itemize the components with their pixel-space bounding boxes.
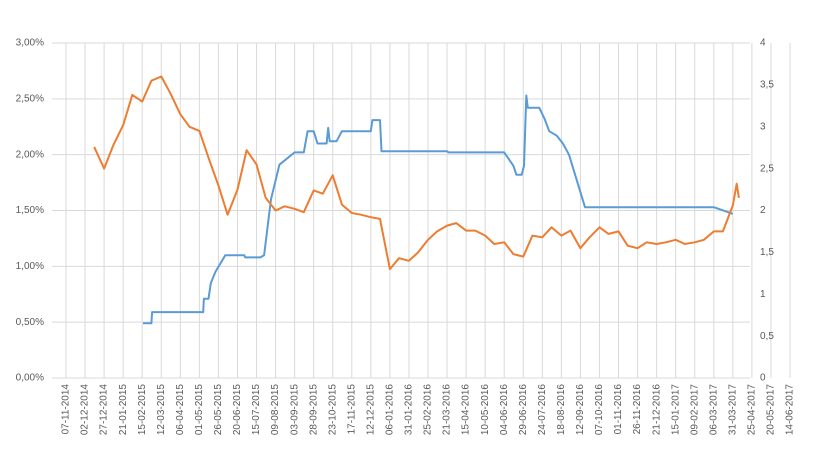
series-line <box>143 94 734 325</box>
x-tick-label: 12-03-2015 <box>156 384 167 436</box>
x-tick-label: 07-10-2016 <box>594 384 605 436</box>
x-tick-label: 25-02-2016 <box>423 384 434 436</box>
x-tick-label: 09-02-2017 <box>689 384 700 436</box>
x-tick-label: 26-11-2016 <box>632 384 643 435</box>
x-tick-label: 09-08-2015 <box>270 384 281 436</box>
x-tick-label: 20-06-2015 <box>232 384 243 436</box>
x-tick-label: 21-01-2015 <box>118 384 129 436</box>
y-tick-label: 1,00% <box>16 261 44 272</box>
y2-tick-label: 1 <box>760 289 766 300</box>
x-tick-label: 12-12-2015 <box>365 384 376 436</box>
x-tick-label: 02-12-2014 <box>80 384 91 436</box>
x-tick-label: 20-05-2017 <box>766 384 777 436</box>
x-tick-label: 04-06-2016 <box>499 384 510 436</box>
x-tick-label: 01-11-2016 <box>613 384 624 435</box>
x-tick-label: 31-03-2017 <box>727 384 738 436</box>
x-tick-label: 03-09-2015 <box>289 384 300 436</box>
y-tick-label: 2,50% <box>16 93 44 104</box>
y-tick-label: 0,50% <box>16 317 44 328</box>
y2-tick-label: 0,5 <box>760 331 774 342</box>
x-tick-label: 06-01-2016 <box>385 384 396 436</box>
x-tick-label: 28-09-2015 <box>308 384 319 436</box>
y2-tick-label: 4 <box>760 38 766 49</box>
x-tick-label: 24-07-2016 <box>537 384 548 436</box>
x-tick-label: 25-04-2017 <box>747 384 758 436</box>
x-tick-label: 01-05-2015 <box>194 384 205 436</box>
x-tick-label: 15-01-2017 <box>670 384 681 436</box>
y-tick-label: 3,00% <box>16 38 44 49</box>
x-tick-label: 27-12-2014 <box>99 384 110 436</box>
series-line <box>93 75 740 271</box>
y-tick-label: 2,00% <box>16 149 44 160</box>
y2-tick-label: 2 <box>760 205 766 216</box>
x-tick-label: 21-12-2016 <box>651 384 662 436</box>
x-tick-label: 26-05-2015 <box>213 384 224 436</box>
x-tick-label: 15-02-2015 <box>137 384 148 436</box>
x-tick-label: 31-01-2016 <box>404 384 415 436</box>
x-tick-label: 21-03-2016 <box>442 384 453 436</box>
x-tick-label: 06-04-2015 <box>175 384 186 436</box>
y2-tick-label: 1,5 <box>760 247 774 258</box>
x-tick-label: 17-11-2015 <box>346 384 357 435</box>
y-tick-label: 1,50% <box>16 205 44 216</box>
x-tick-label: 15-07-2015 <box>251 384 262 436</box>
x-tick-label: 06-03-2017 <box>708 384 719 436</box>
x-tick-label: 18-08-2016 <box>556 384 567 436</box>
y2-tick-label: 2,5 <box>760 163 774 174</box>
x-tick-label: 15-04-2016 <box>461 384 472 436</box>
y2-tick-label: 0 <box>760 373 766 384</box>
x-tick-label: 29-06-2016 <box>518 384 529 436</box>
x-tick-label: 12-09-2016 <box>575 384 586 436</box>
x-tick-label: 14-06-2017 <box>785 384 796 436</box>
x-tick-label: 07-11-2014 <box>61 384 72 435</box>
x-tick-label: 10-05-2016 <box>480 384 491 436</box>
x-tick-label: 23-10-2015 <box>327 384 338 436</box>
y2-tick-label: 3,5 <box>760 80 774 91</box>
y-tick-label: 0,00% <box>16 373 44 384</box>
y2-tick-label: 3 <box>760 121 766 132</box>
